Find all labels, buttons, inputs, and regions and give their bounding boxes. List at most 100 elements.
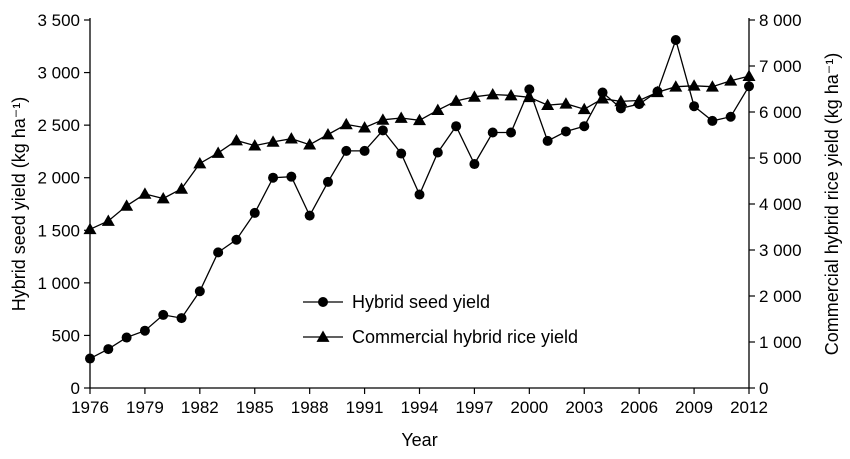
data-point-circle (469, 159, 480, 170)
y-tick-label-left: 2 000 (37, 169, 80, 188)
x-tick-label: 2009 (675, 398, 713, 417)
legend-label: Hybrid seed yield (352, 292, 490, 312)
x-tick-label: 1988 (291, 398, 329, 417)
data-point-triangle (724, 74, 738, 86)
data-point-triangle (669, 80, 683, 92)
data-point-circle (396, 148, 407, 159)
data-point-triangle (449, 94, 463, 106)
data-point-triangle (394, 111, 408, 123)
y-tick-label-right: 6 000 (759, 103, 802, 122)
y-tick-label-left: 2 500 (37, 116, 80, 135)
data-point-triangle (303, 138, 317, 150)
data-point-triangle (175, 182, 189, 194)
series-line-2 (89, 75, 750, 230)
x-tick-label: 2000 (510, 398, 548, 417)
data-point-circle (359, 145, 370, 156)
y-tick-label-left: 0 (71, 379, 80, 398)
data-point-circle (85, 353, 95, 364)
data-point-circle (249, 207, 260, 218)
data-point-triangle (522, 90, 536, 103)
data-point-triangle (248, 139, 262, 151)
data-point-circle (579, 121, 590, 132)
axes: 1976 1979 1982 1985 1988 1991 1994 1997 2000 2003… (9, 11, 842, 450)
y-axis-label-right: Commercial hybrid rice yield (kg ha⁻¹) (822, 53, 842, 356)
data-point-triangle (614, 94, 628, 107)
data-point-circle (286, 171, 297, 182)
y-tick-label-right: 8 000 (759, 11, 802, 30)
data-point-triangle (687, 79, 701, 91)
y-tick-label-right: 0 (759, 379, 768, 398)
data-point-triangle (358, 121, 372, 133)
data-point-circle (689, 101, 700, 112)
data-point-triangle (596, 92, 610, 104)
data-point-circle (560, 126, 571, 137)
data-point-triangle (229, 134, 243, 146)
data-point-circle (432, 147, 443, 158)
data-point-triangle (156, 191, 170, 204)
data-point-triangle (486, 88, 500, 100)
data-point-triangle (211, 146, 225, 158)
y-axis-label-left: Hybrid seed yield (kg ha⁻¹) (9, 97, 29, 312)
data-point-triangle (541, 98, 555, 110)
x-tick-label: 2003 (565, 398, 603, 417)
data-point-triangle (120, 199, 134, 211)
data-point-circle (725, 111, 736, 122)
y-tick-label-right: 2 000 (759, 287, 802, 306)
data-point-triangle (650, 85, 664, 98)
y-tick-label-right: 1 000 (759, 333, 802, 352)
x-tick-label: 1985 (236, 398, 274, 417)
data-point-circle (139, 325, 150, 336)
data-point-circle (158, 309, 169, 320)
data-point-triangle (321, 128, 335, 140)
x-tick-label: 1997 (456, 398, 494, 417)
x-tick-label: 2012 (730, 398, 768, 417)
y-tick-label-right: 5 000 (759, 149, 802, 168)
y-tick-label-left: 3 500 (37, 11, 80, 30)
x-axis-label: Year (401, 430, 437, 450)
data-point-triangle (742, 69, 756, 81)
x-tick-label: 1979 (126, 398, 164, 417)
data-point-triangle (266, 135, 280, 147)
data-point-triangle (705, 80, 719, 92)
x-tick-label: 2006 (620, 398, 658, 417)
data-point-circle (304, 210, 315, 221)
data-point-circle (744, 81, 754, 92)
data-point-triangle (577, 102, 591, 115)
data-point-circle (506, 127, 517, 138)
data-point-circle (103, 344, 114, 355)
data-point-triangle (504, 88, 518, 101)
legend-label: Commercial hybrid rice yield (352, 327, 578, 347)
data-point-triangle (632, 94, 646, 106)
data-point-triangle (284, 132, 298, 144)
data-point-circle (542, 135, 553, 146)
legend: Hybrid seed yield Commercial hybrid rice … (303, 292, 578, 347)
data-point-circle (670, 34, 681, 45)
data-point-circle (707, 115, 718, 126)
data-point-triangle (376, 113, 390, 125)
data-point-circle (213, 247, 224, 258)
data-point-triangle (467, 90, 481, 102)
data-point-circle (487, 127, 498, 138)
data-point-circle (231, 234, 242, 245)
data-point-triangle (413, 113, 426, 126)
y-tick-label-left: 1 000 (37, 274, 80, 293)
series-layer (83, 34, 756, 364)
data-point-triangle (339, 117, 353, 130)
data-point-triangle (559, 97, 573, 109)
data-point-triangle (193, 157, 207, 169)
x-tick-label: 1994 (401, 398, 439, 417)
data-point-circle (322, 176, 333, 187)
data-point-circle (414, 189, 425, 200)
y-tick-label-right: 7 000 (759, 57, 802, 76)
data-point-triangle (83, 222, 97, 235)
y-tick-label-right: 4 000 (759, 195, 802, 214)
x-tick-label: 1991 (346, 398, 384, 417)
data-point-circle (268, 172, 279, 183)
data-point-circle (377, 125, 388, 136)
data-point-circle (121, 332, 132, 343)
x-tick-label: 1976 (71, 398, 109, 417)
data-point-triangle (101, 214, 115, 226)
legend-marker-triangle (316, 330, 330, 342)
y-tick-label-right: 3 000 (759, 241, 802, 260)
